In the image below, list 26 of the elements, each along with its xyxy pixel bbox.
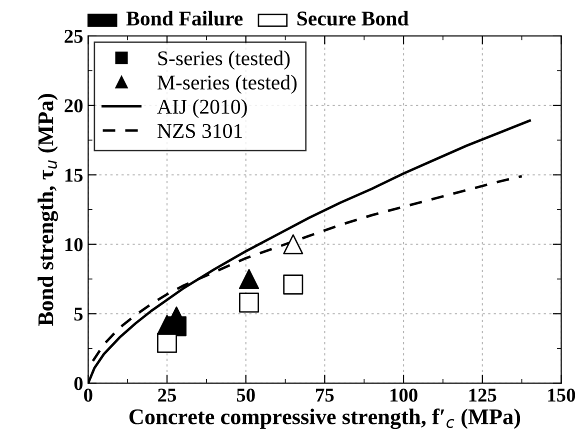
x-tick-label: 50 xyxy=(236,388,255,402)
x-tick-label: 125 xyxy=(469,388,496,402)
point xyxy=(239,269,260,290)
y-tick-label: 25 xyxy=(64,30,83,43)
y-tick-label: 15 xyxy=(65,168,83,182)
x-tick-label: 100 xyxy=(390,388,418,402)
x-axis-title: Concrete compressive strength, f′$_{c}$ (MPa) xyxy=(129,408,520,429)
y-tick-label: 10 xyxy=(65,238,83,252)
x-tick-label: 75 xyxy=(316,388,334,402)
y-axis-title: Bond strength, τ$_{u}$ (MPa) xyxy=(38,94,58,326)
point xyxy=(283,274,304,295)
point xyxy=(157,332,178,353)
line-series xyxy=(92,174,524,362)
point xyxy=(239,292,260,313)
legend-label: NZS 3101 xyxy=(158,124,242,138)
legend-label: AIJ (2010) xyxy=(157,99,247,118)
y-tick-label: 20 xyxy=(64,99,83,112)
y-tick-label: 0 xyxy=(74,376,83,390)
x-tick-label: 0 xyxy=(84,388,92,402)
y-tick-label: 5 xyxy=(74,308,83,321)
legend-label: M-series (tested) xyxy=(158,74,297,94)
text: Secure Bond xyxy=(297,10,409,26)
text: Bond Failure xyxy=(126,10,243,26)
x-tick-label: 25 xyxy=(158,388,176,402)
x-tick-label: 150 xyxy=(548,388,576,402)
legend-label: S-series (tested) xyxy=(158,50,290,70)
